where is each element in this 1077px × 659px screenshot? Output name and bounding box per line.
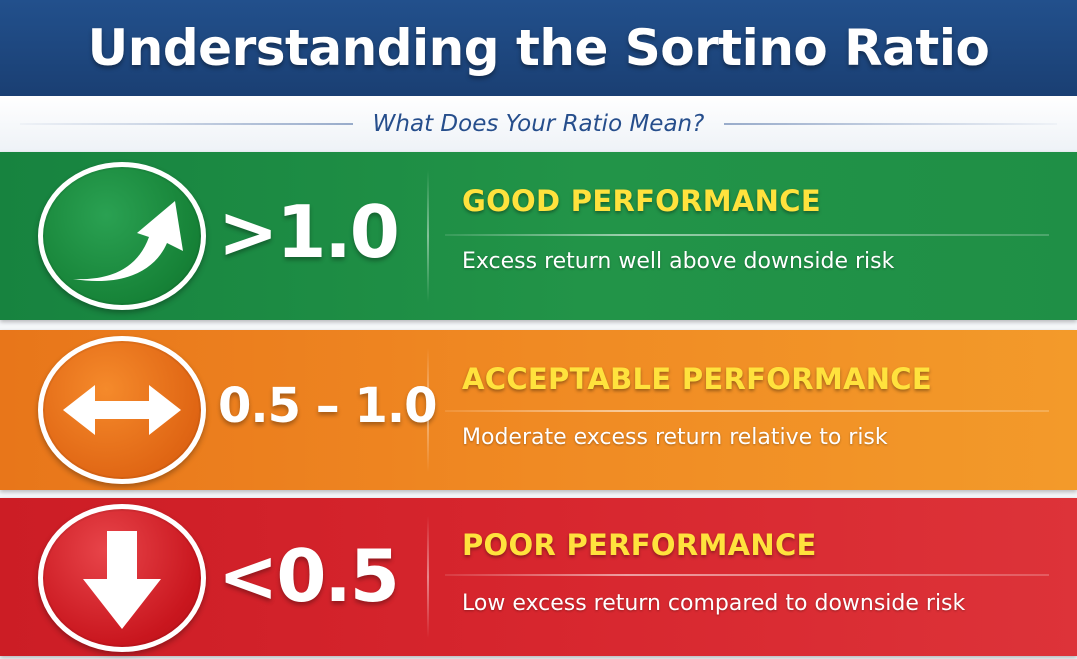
- arrow-down-icon: [38, 504, 206, 652]
- subtitle-rule-left: [20, 123, 353, 125]
- tier-acceptable-value: 0.5 – 1.0: [218, 378, 437, 434]
- tier-poor-value: <0.5: [218, 534, 400, 618]
- tier-good-value: >1.0: [218, 190, 400, 274]
- arrow-down-icon-graphic: [83, 531, 161, 629]
- tier-good-description: Excess return well above downside risk: [462, 249, 895, 274]
- subtitle-rule-right: [724, 123, 1057, 125]
- tier-good-divider: [427, 170, 429, 302]
- subtitle-bar: What Does Your Ratio Mean?: [0, 96, 1077, 152]
- tier-poor-divider: [427, 516, 429, 638]
- double-arrow-horizontal-icon-graphic: [63, 385, 181, 435]
- tier-poor-description: Low excess return compared to downside r…: [462, 591, 966, 616]
- tier-acceptable-label: ACCEPTABLE PERFORMANCE: [462, 362, 932, 396]
- header-banner: Understanding the Sortino Ratio: [0, 0, 1077, 96]
- tier-good-separator: [445, 234, 1049, 236]
- tier-poor-label: POOR PERFORMANCE: [462, 528, 817, 562]
- tier-acceptable-band: 0.5 – 1.0 ACCEPTABLE PERFORMANCE Moderat…: [0, 330, 1077, 490]
- page-subtitle: What Does Your Ratio Mean?: [372, 111, 705, 137]
- arrow-up-right-icon-graphic: [73, 201, 183, 282]
- tier-poor-separator: [445, 574, 1049, 576]
- arrow-up-right-icon: [38, 162, 206, 310]
- tier-poor-band: <0.5 POOR PERFORMANCE Low excess return …: [0, 498, 1077, 656]
- tier-acceptable-divider: [427, 348, 429, 472]
- double-arrow-horizontal-icon: [38, 336, 206, 484]
- tier-acceptable-description: Moderate excess return relative to risk: [462, 425, 888, 450]
- tier-acceptable-separator: [445, 410, 1049, 412]
- tier-good-label: GOOD PERFORMANCE: [462, 184, 821, 218]
- tier-good-band: >1.0 GOOD PERFORMANCE Excess return well…: [0, 152, 1077, 320]
- page-title: Understanding the Sortino Ratio: [87, 19, 990, 77]
